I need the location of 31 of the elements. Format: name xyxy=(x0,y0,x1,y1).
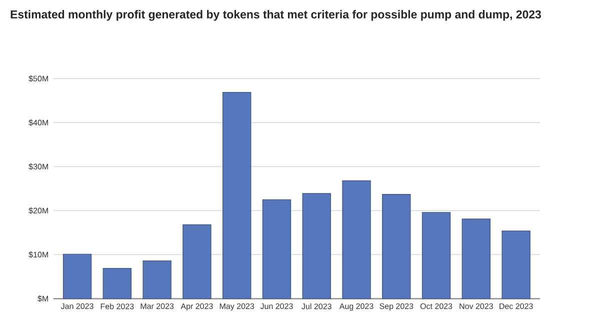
x-tick-label: Jul 2023 xyxy=(302,303,332,310)
y-tick-label: $20M xyxy=(28,207,48,214)
x-tick-label: Oct 2023 xyxy=(420,303,452,310)
bar xyxy=(142,260,172,299)
bar xyxy=(302,193,331,299)
x-tick-label: Jan 2023 xyxy=(60,303,94,310)
bar xyxy=(222,92,252,299)
x-tick-label: Dec 2023 xyxy=(500,303,533,310)
y-tick-label: $50M xyxy=(28,75,48,82)
x-tick-label: Jun 2023 xyxy=(260,303,293,310)
x-tick-label: Sep 2023 xyxy=(380,303,414,311)
bar xyxy=(102,268,132,299)
bar xyxy=(342,180,371,299)
y-tick-label: $10M xyxy=(28,251,48,258)
bar xyxy=(422,212,451,299)
bar xyxy=(262,199,292,299)
x-tick-label: Feb 2023 xyxy=(100,303,134,310)
y-tick-label: $30M xyxy=(28,163,48,170)
bar xyxy=(182,224,212,299)
x-tick-label: Apr 2023 xyxy=(180,303,213,311)
bar xyxy=(462,218,491,299)
bar xyxy=(502,230,530,299)
x-tick-label: Mar 2023 xyxy=(140,303,174,310)
bar xyxy=(62,254,92,299)
x-tick-label: Nov 2023 xyxy=(460,303,493,310)
x-tick-label: May 2023 xyxy=(220,303,254,311)
bar xyxy=(382,194,411,299)
chart-title: Estimated monthly profit generated by tokens that met criteria for possible pump and dump, 2023 xyxy=(10,10,541,21)
y-tick-label: $40M xyxy=(28,119,48,126)
x-tick-label: Aug 2023 xyxy=(339,303,374,311)
y-tick-label: $M xyxy=(38,295,48,302)
